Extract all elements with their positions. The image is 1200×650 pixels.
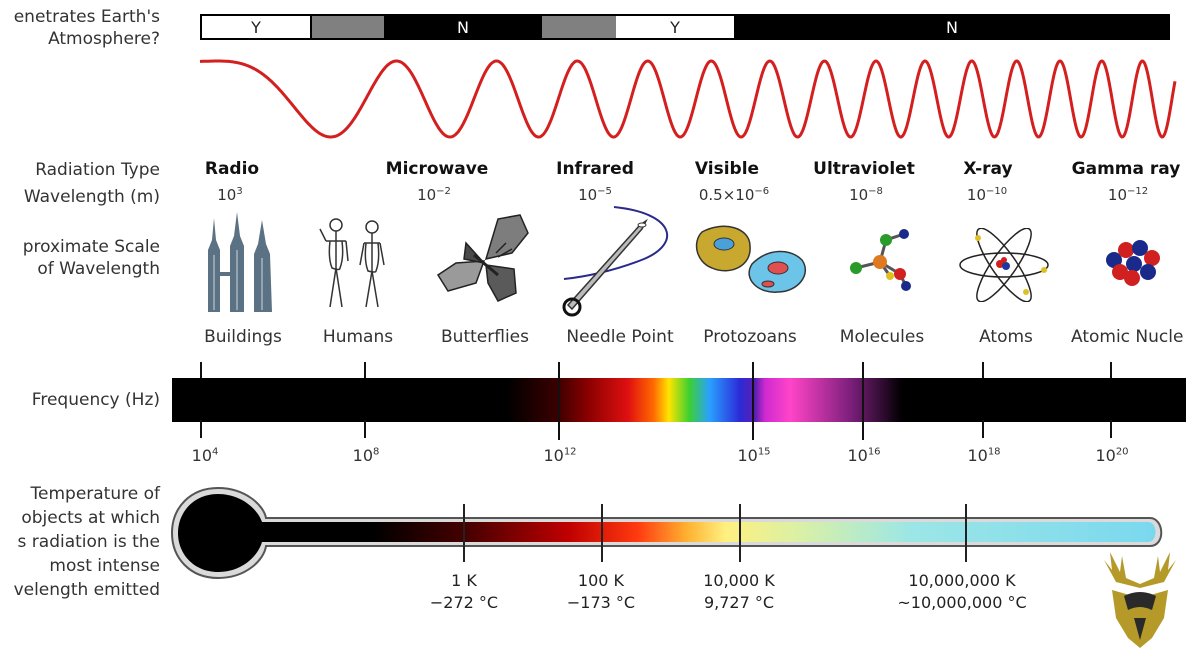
temperature-label: 1 K −272 °C xyxy=(429,571,499,612)
humans-icon xyxy=(319,218,385,308)
wavelength-value: 10−5 xyxy=(578,186,612,204)
atmosphere-segment xyxy=(542,16,616,38)
buildings-icon xyxy=(208,212,272,312)
frequency-label: 104 xyxy=(191,446,219,465)
scale-label-molecules: Molecules xyxy=(839,327,925,347)
frequency-tick xyxy=(364,362,366,380)
frequency-tick xyxy=(364,420,366,438)
radiation-type-xray: X-ray xyxy=(963,159,1013,179)
atmosphere-segment: Y xyxy=(202,16,310,38)
temperature-row-label: Temperature of objects at which s radiat… xyxy=(13,484,160,600)
radiation-type-microwave: Microwave xyxy=(385,159,489,179)
frequency-tick xyxy=(982,362,984,380)
nucleus-icon xyxy=(1106,240,1160,286)
scale-label-atoms: Atoms xyxy=(979,327,1033,347)
frequency-spectrum-bar xyxy=(172,378,1186,422)
thermometer-fill xyxy=(178,494,1156,572)
protozoa-icon xyxy=(695,225,807,293)
atmosphere-segment xyxy=(312,16,384,38)
deer-crest-icon xyxy=(1104,552,1176,648)
radiation-type-row-label: Radiation Type xyxy=(35,160,160,180)
scale-label-needle-point: Needle Point xyxy=(566,327,674,347)
temperature-thermometer xyxy=(170,486,1163,580)
scale-row-label: proximate Scale of Wavelength xyxy=(22,237,160,279)
frequency-tick xyxy=(558,362,560,440)
atmosphere-bar: Y N Y N xyxy=(200,14,1170,40)
radiation-type-gamma: Gamma ray xyxy=(1071,159,1181,179)
wavelength-value: 10−12 xyxy=(1107,186,1149,204)
temperature-label: 10,000 K 9,727 °C xyxy=(703,571,775,612)
temperature-label: 10,000,000 K ~10,000,000 °C xyxy=(897,571,1027,612)
frequency-row-label: Frequency (Hz) xyxy=(31,390,160,410)
atmosphere-row-label: enetrates Earth's Atmosphere? xyxy=(13,7,160,49)
wavelength-value: 0.5×10−6 xyxy=(698,186,770,204)
scale-label-atomic-nuclei: Atomic Nucle xyxy=(1071,327,1184,347)
frequency-label: 108 xyxy=(352,446,380,465)
frequency-tick xyxy=(200,362,202,380)
frequency-label: 1020 xyxy=(1095,446,1129,465)
radiation-type-ultraviolet: Ultraviolet xyxy=(813,159,915,179)
frequency-tick xyxy=(982,420,984,438)
molecule-icon xyxy=(850,229,911,291)
atmosphere-segment: N xyxy=(946,17,958,37)
frequency-label: 1012 xyxy=(543,446,577,465)
frequency-label: 1018 xyxy=(967,446,1001,465)
wavelength-value: 10−2 xyxy=(417,186,451,204)
scale-label-humans: Humans xyxy=(322,327,394,347)
butterfly-icon xyxy=(436,214,529,302)
scale-label-buildings: Buildings xyxy=(204,327,282,347)
frequency-tick xyxy=(1110,362,1112,380)
temperature-label: 100 K −173 °C xyxy=(566,571,636,612)
frequency-label: 1015 xyxy=(737,446,771,465)
atmosphere-segment: N xyxy=(457,17,469,37)
atmosphere-segment: Y xyxy=(616,16,734,38)
scale-label-protozoans: Protozoans xyxy=(703,327,797,347)
radiation-type-radio: Radio xyxy=(204,159,260,179)
wavelength-row-label: Wavelength (m) xyxy=(23,187,160,207)
frequency-tick xyxy=(862,362,864,440)
frequency-tick xyxy=(200,420,202,438)
frequency-tick xyxy=(752,362,754,440)
wavelength-value: 103 xyxy=(217,186,243,204)
wave-line xyxy=(200,59,1177,139)
frequency-tick xyxy=(1110,420,1112,438)
radiation-type-visible: Visible xyxy=(694,159,760,179)
frequency-label: 1016 xyxy=(847,446,881,465)
radiation-type-infrared: Infrared xyxy=(556,159,634,179)
scale-label-butterflies: Butterflies xyxy=(441,327,529,347)
wavelength-value: 10−10 xyxy=(966,186,1008,204)
needle-icon xyxy=(562,206,669,317)
wavelength-wave xyxy=(200,59,1177,139)
atom-icon xyxy=(959,228,1049,302)
wavelength-value: 10−8 xyxy=(849,186,883,204)
